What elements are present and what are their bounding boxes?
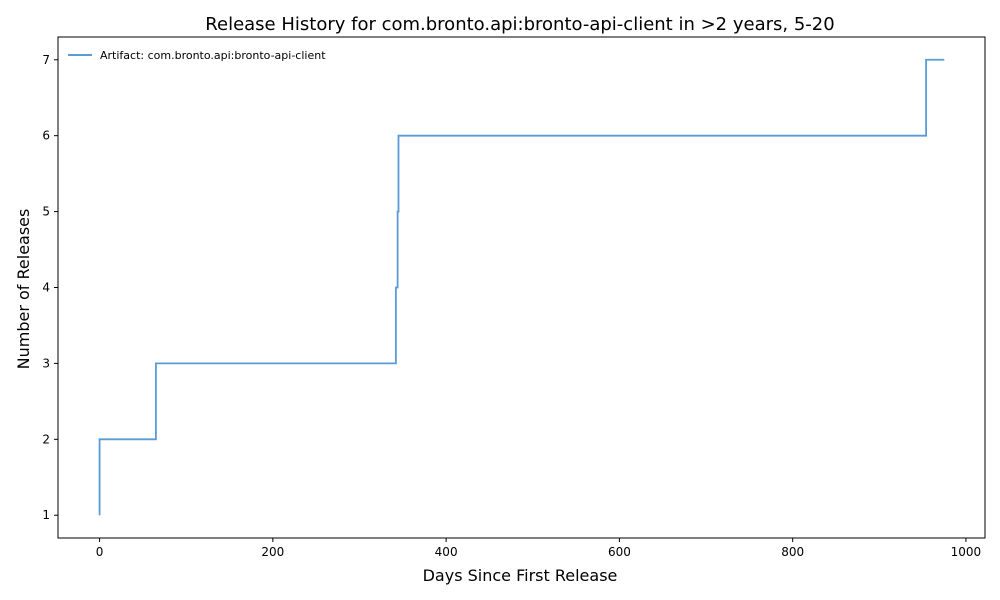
legend: Artifact: com.bronto.api:bronto-api-clie… (68, 49, 326, 62)
y-tick-label: 3 (42, 356, 50, 370)
y-axis-ticks: 1 2 3 4 5 6 7 (42, 53, 58, 522)
x-tick-label: 600 (608, 545, 631, 559)
chart-title: Release History for com.bronto.api:bront… (205, 14, 834, 35)
x-tick-label: 800 (781, 545, 804, 559)
x-tick-label: 1000 (951, 545, 982, 559)
x-tick-label: 0 (96, 545, 104, 559)
y-axis-label: Number of Releases (14, 209, 33, 370)
x-axis-label: Days Since First Release (423, 566, 618, 585)
y-tick-label: 2 (42, 432, 50, 446)
plot-frame (57, 36, 986, 539)
y-tick-label: 7 (42, 53, 50, 67)
y-tick-label: 6 (42, 129, 50, 143)
legend-entry-label: Artifact: com.bronto.api:bronto-api-clie… (100, 49, 326, 62)
x-axis-ticks: 0 200 400 600 800 1000 (96, 538, 981, 559)
y-tick-label: 5 (42, 205, 50, 219)
x-tick-label: 400 (435, 545, 458, 559)
plot-area (57, 36, 986, 539)
y-tick-label: 4 (42, 281, 50, 295)
y-tick-label: 1 (42, 508, 50, 522)
series-line-0 (98, 58, 945, 516)
x-tick-label: 200 (261, 545, 284, 559)
